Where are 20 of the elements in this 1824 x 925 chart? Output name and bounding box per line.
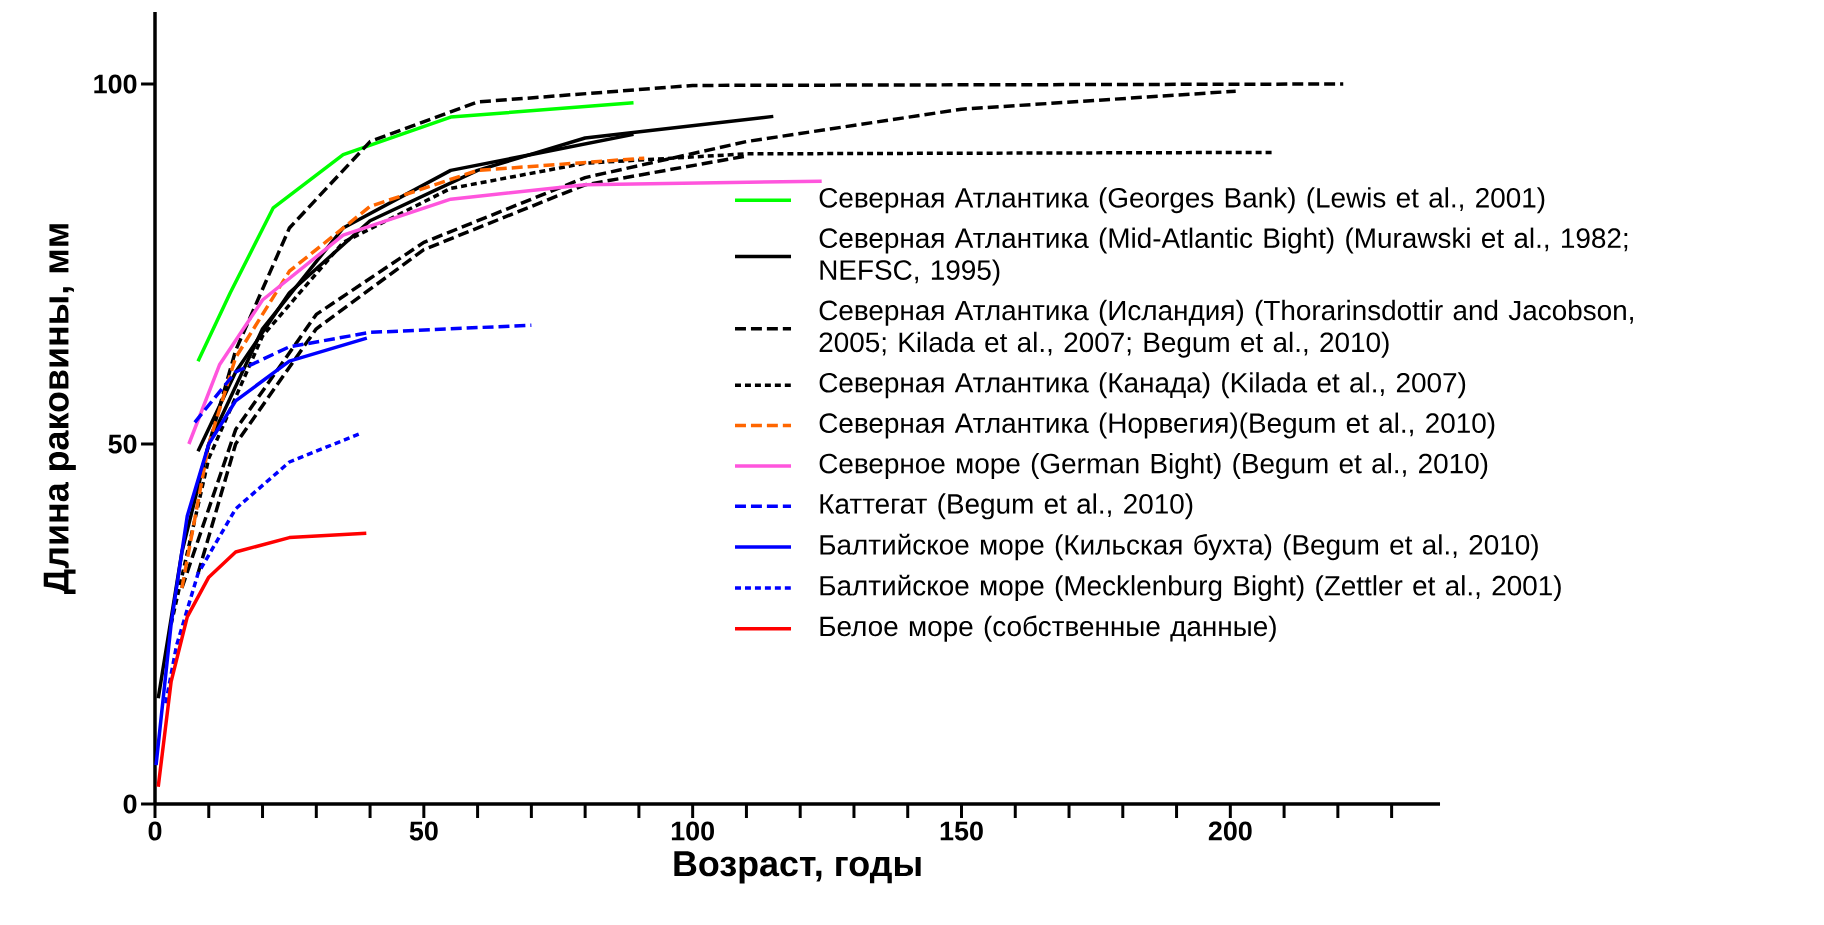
y-tick-label: 100 [94,74,137,94]
x-tick-label: 150 [940,821,983,841]
legend-label: Северная Атлантика (Норвегия)(Begum et al., 2010) [819,412,1495,439]
legend-label: Северная Атлантика (Канада) (Kilada et al., 2007) [819,372,1466,399]
legend-label: Белое море (собственные данные) [820,615,1276,642]
x-tick-label: 50 [409,821,438,841]
x-tick-label: 100 [671,821,714,841]
x-tick-label: 0 [148,821,162,841]
y-tick-label: 0 [123,794,137,814]
legend-label: Балтийское море (Mecklenburg Bight) (Zettler et al., 2001) [820,574,1561,602]
legend-label: Северная Атлантика (Georges Bank) (Lewis et al., 2001) [819,187,1545,214]
legend-label: Северная Атлантика (Исландия) (Thorarinsdottir and Jacobson, 2005; Kilada et al., 2007; Begum et al., 2010) [819,299,1633,358]
y-tick-label: 50 [108,434,137,454]
legend-label: Северное море (German Bight) (Begum et al., 2010) [819,452,1488,479]
y-axis-title: Длина раковины, мм [43,224,76,594]
x-axis-title: Возраст, годы [674,851,921,884]
legend-label: Северная Атлантика (Mid-Atlantic Bight) (Murawski et al., 1982; NEFSC, 1995) [819,227,1628,286]
legend-label: Балтийское море (Кильская бухта) (Begum et al., 2010) [820,533,1538,561]
legend-label: Каттегат (Begum et al., 2010) [820,493,1193,520]
x-tick-label: 200 [1208,821,1252,841]
